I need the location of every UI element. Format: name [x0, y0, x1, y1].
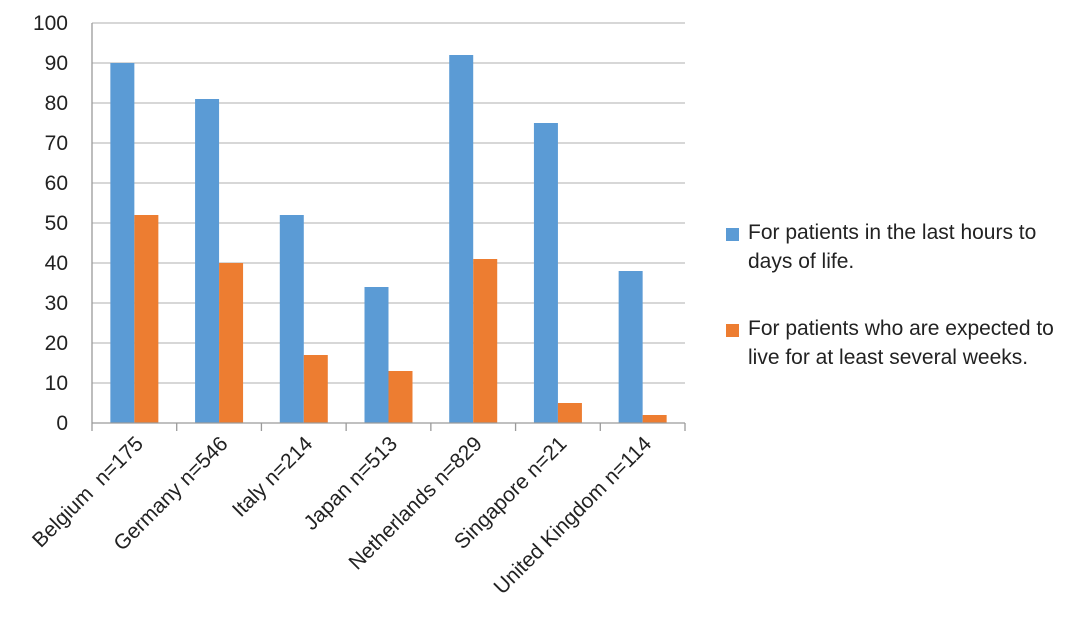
bar-series-2-5 — [473, 259, 498, 423]
bar-series-2-2 — [219, 263, 244, 423]
y-tick-label-50: 50 — [45, 212, 68, 235]
bar-series-1-2 — [195, 99, 220, 423]
y-tick-label-90: 90 — [45, 52, 68, 75]
legend: For patients in the last hours to days o… — [726, 218, 1071, 410]
legend-swatch-series-1 — [726, 228, 739, 241]
bar-series-1-4 — [364, 287, 389, 423]
legend-label-series-1: For patients in the last hours to days o… — [748, 221, 1037, 273]
y-tick-label-0: 0 — [56, 412, 68, 435]
y-tick-label-60: 60 — [45, 172, 68, 195]
legend-label-series-2: For patients who are expected to live fo… — [748, 317, 1054, 369]
y-tick-label-80: 80 — [45, 92, 68, 115]
bar-series-1-1 — [110, 63, 135, 423]
bar-series-2-1 — [134, 215, 159, 423]
bar-series-2-4 — [388, 371, 413, 423]
y-tick-label-30: 30 — [45, 292, 68, 315]
x-tick-label-7: United Kingdom n=114 — [490, 432, 657, 599]
bar-series-1-6 — [533, 123, 558, 423]
y-tick-label-20: 20 — [45, 332, 68, 355]
y-tick-label-10: 10 — [45, 372, 68, 395]
bar-series-1-7 — [618, 271, 643, 423]
legend-swatch-series-2 — [726, 324, 739, 337]
y-tick-label-70: 70 — [45, 132, 68, 155]
x-tick-label-3: Italy n=214 — [228, 432, 318, 522]
bar-series-2-6 — [557, 403, 582, 423]
bar-series-2-3 — [303, 355, 328, 423]
y-tick-label-100: 100 — [33, 12, 68, 35]
bar-series-1-3 — [279, 215, 304, 423]
bar-series-1-5 — [449, 55, 474, 423]
legend-item-series-2: For patients who are expected to live fo… — [726, 314, 1071, 372]
bar-series-2-7 — [642, 415, 667, 423]
legend-item-series-1: For patients in the last hours to days o… — [726, 218, 1071, 276]
y-tick-label-40: 40 — [45, 252, 68, 275]
